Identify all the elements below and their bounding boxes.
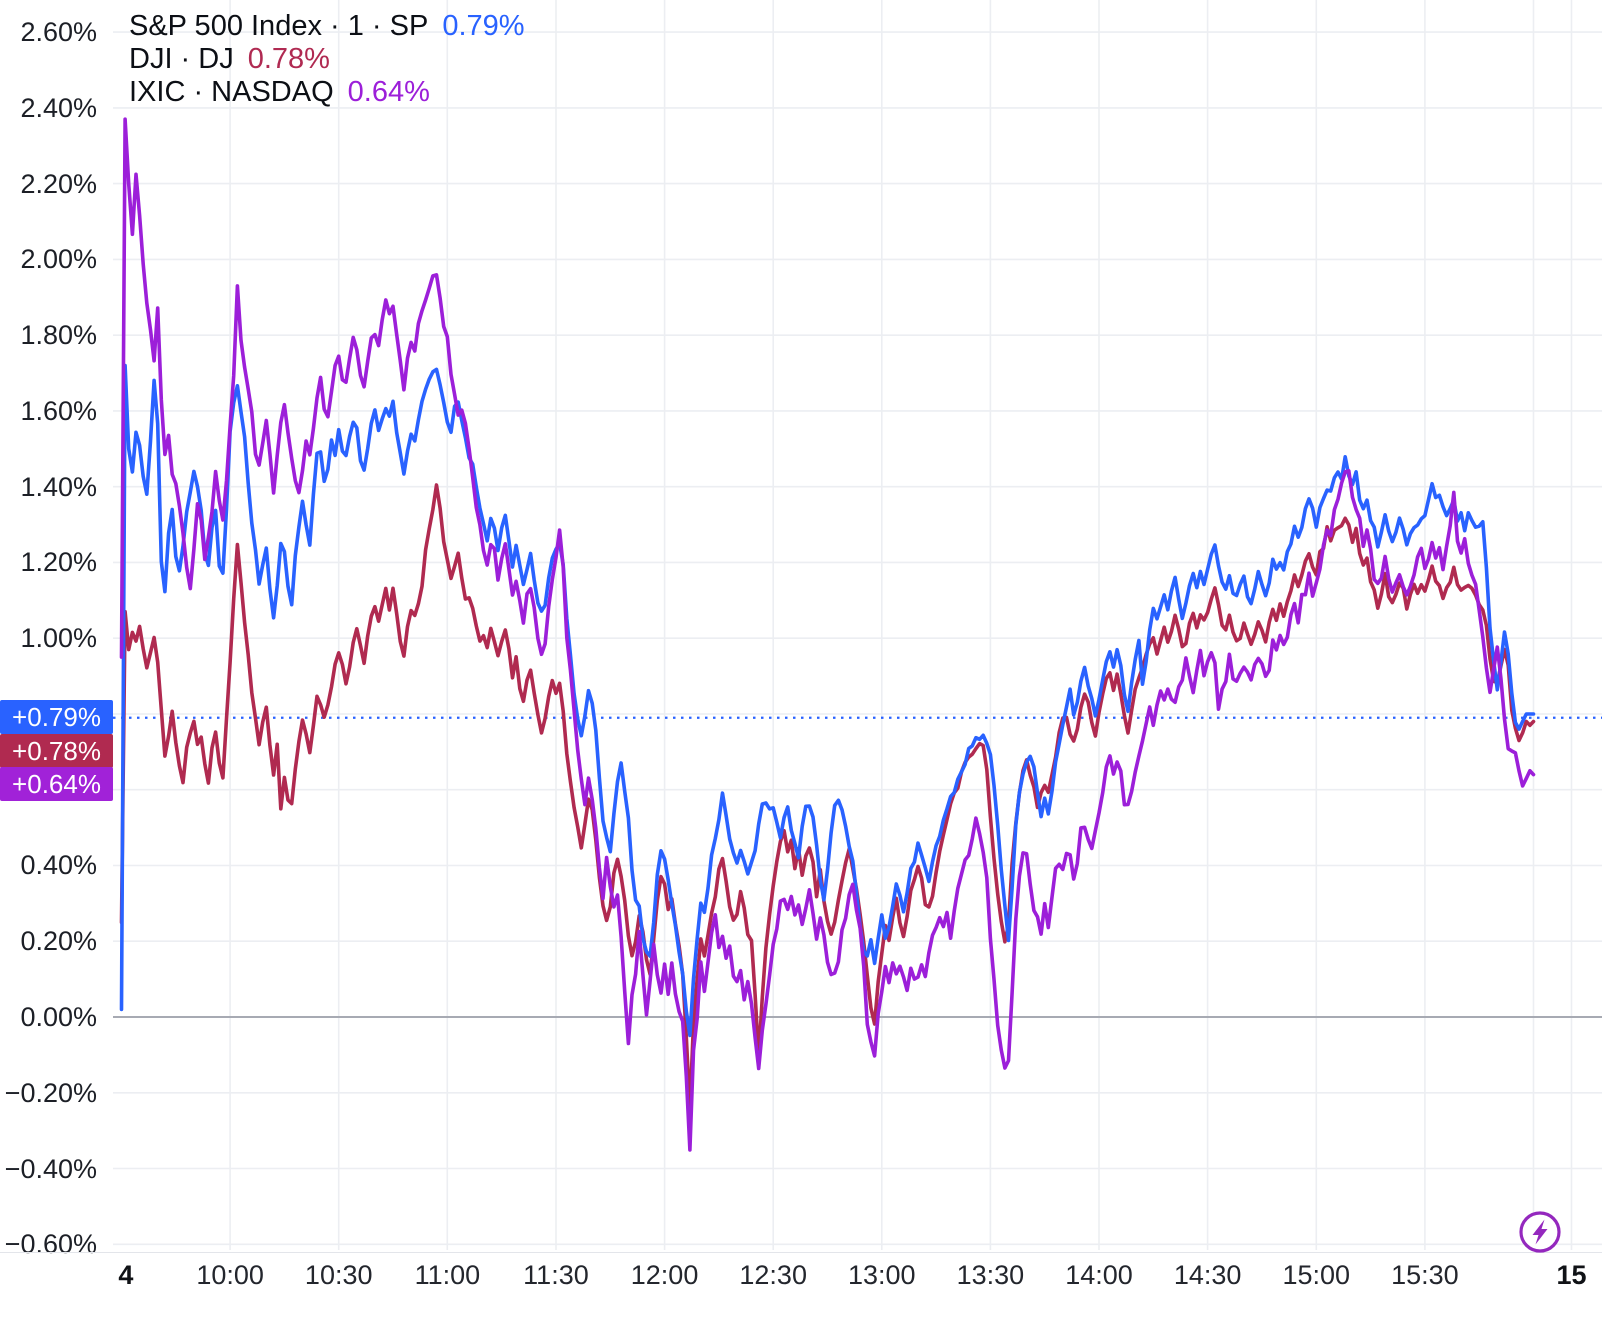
x-tick-label: 14:30 [1173,1260,1242,1290]
y-tick-label: 1.00% [20,623,97,654]
x-tick-label: 13:30 [956,1260,1025,1290]
series-lines [119,117,1536,1152]
flash-bolt-icon [1532,1219,1548,1245]
legend-value-sp: 0.79% [442,10,525,42]
flash-button[interactable] [1512,1204,1568,1260]
y-tick-label: 1.60% [20,395,97,426]
gridlines [113,0,1602,1250]
legend-value-ixic: 0.64% [347,76,430,108]
y-tick-label: −0.40% [4,1153,97,1184]
legend-label-sp: S&P 500 Index · 1 · SP [129,10,429,42]
x-tick-label: 14:00 [1065,1260,1133,1290]
price-tag-sp: +0.79% [0,700,113,734]
legend-row-dji[interactable]: DJI · DJ 0.78% [129,43,525,76]
x-tick-label: 15:30 [1391,1260,1459,1290]
x-tick-label: 15:00 [1282,1260,1351,1290]
x-tick-label: 10:30 [304,1260,373,1290]
x-tick-label: 13:00 [848,1260,916,1290]
y-tick-label: 0.20% [20,926,97,957]
x-tick-label: 11:00 [414,1260,481,1290]
legend-row-ixic[interactable]: IXIC · NASDAQ 0.64% [129,76,525,109]
x-tick-label: 10:00 [196,1260,264,1290]
price-tag-dji: +0.78% [0,733,113,768]
legend-value-dji: 0.78% [247,43,330,75]
x-tick-label: 12:00 [630,1260,699,1290]
y-tick-label: 1.40% [20,471,97,502]
price-tag-ixic: +0.64% [0,767,113,801]
x-tick-label: 15 [1556,1260,1587,1290]
x-tick-label: 4 [118,1260,134,1290]
series-line-dj [119,483,1536,1112]
y-tick-label: 0.40% [20,850,97,881]
series-line-sp [119,363,1536,1038]
y-tick-label: 2.60% [20,17,97,48]
legend-label-ixic: IXIC · NASDAQ [129,76,334,108]
y-tick-label: 0.00% [20,1002,97,1032]
y-tick-label: 2.00% [20,244,97,275]
series-line-nasdaq [119,117,1536,1152]
x-tick-label: 12:30 [739,1260,807,1290]
y-tick-label: −0.60% [4,1229,97,1260]
y-tick-label: 1.80% [20,320,97,351]
y-tick-label: 2.40% [20,92,97,123]
legend: S&P 500 Index · 1 · SP 0.79% DJI · DJ 0.78… [129,10,525,109]
time-axis-separator [0,1252,1602,1253]
legend-label-dji: DJI · DJ [129,43,234,75]
x-tick-label: 11:30 [523,1260,589,1290]
y-tick-label: 1.20% [20,547,97,578]
y-tick-label: 2.20% [20,168,97,199]
y-tick-label: −0.20% [4,1077,97,1108]
legend-row-sp[interactable]: S&P 500 Index · 1 · SP 0.79% [129,10,525,43]
